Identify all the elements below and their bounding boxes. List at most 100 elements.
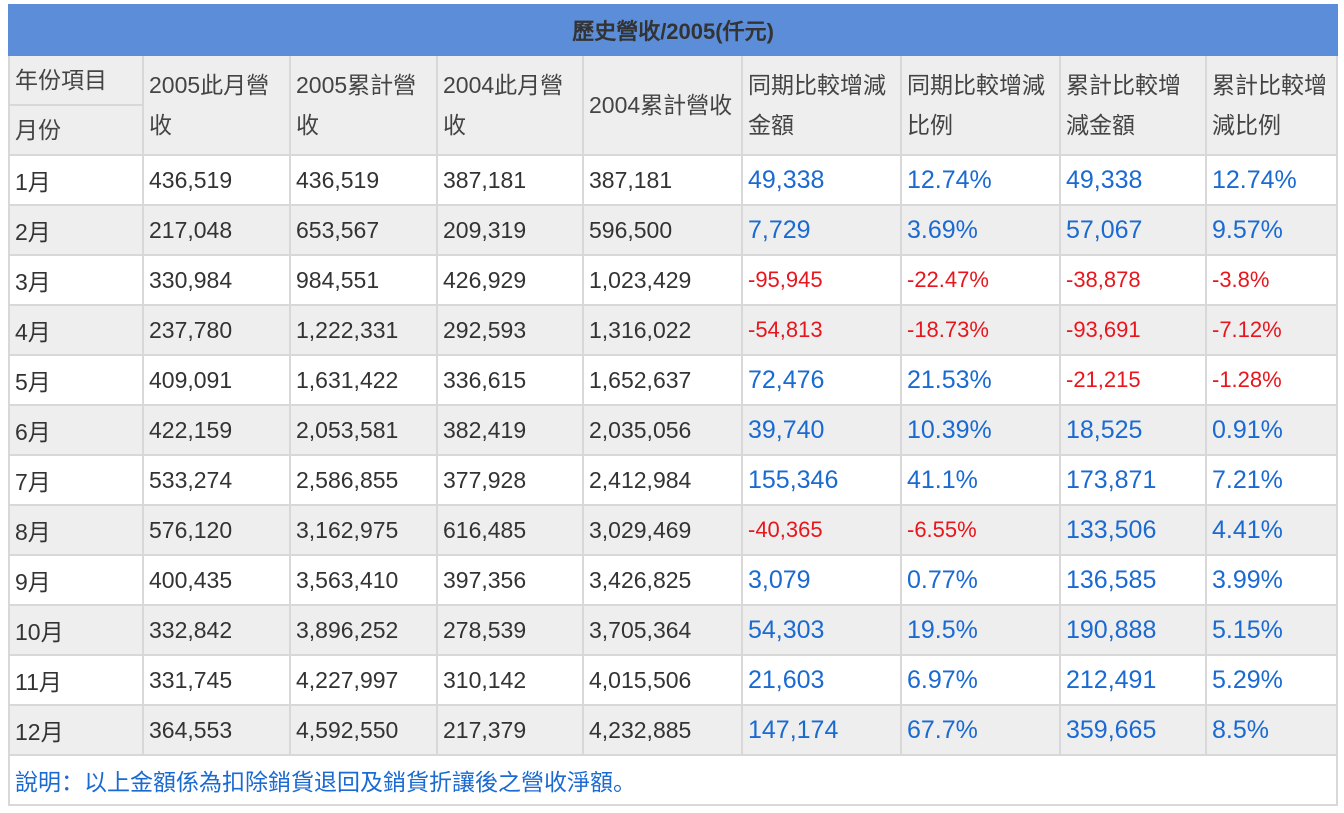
revenue-2004-month: 209,319 [436,204,584,256]
revenue-2004-cumulative: 1,316,022 [582,304,743,356]
cumulative-change-amount: 359,665 [1059,704,1207,756]
cumulative-change-ratio: 5.29% [1204,654,1339,706]
header-revenue-2004-cumulative: 2004累計營收 [582,54,743,156]
header-cumulative-change-ratio: 累計比較增減比例 [1204,54,1339,156]
revenue-2005-month: 422,159 [142,404,291,456]
yoy-change-ratio: 10.39% [900,404,1061,456]
yoy-change-amount: 3,079 [741,554,902,606]
revenue-2005-month: 364,553 [142,704,291,756]
cumulative-change-ratio: -7.12% [1204,304,1339,356]
header-row-sub: 月份 [8,104,1337,156]
revenue-2004-month: 217,379 [436,704,584,756]
yoy-change-amount: 72,476 [741,354,902,406]
cumulative-change-amount: 57,067 [1059,204,1207,256]
cumulative-change-amount: 136,585 [1059,554,1207,606]
cumulative-change-ratio: 0.91% [1204,404,1339,456]
header-revenue-2004-month: 2004此月營收 [436,54,584,156]
header-cumulative-change-amount: 累計比較增減金額 [1059,54,1207,156]
revenue-2005-month: 237,780 [142,304,291,356]
table-row: 12月 364,553 4,592,550 217,379 4,232,885 147,1… [8,704,1339,756]
revenue-2005-cumulative: 1,222,331 [289,304,438,356]
revenue-2005-cumulative: 2,586,855 [289,454,438,506]
month-label: 5月 [8,354,144,406]
cumulative-change-ratio: -1.28% [1204,354,1339,406]
revenue-2005-cumulative: 436,519 [289,154,438,206]
title-row: 歷史營收/2005(仟元) [7,4,1339,56]
revenue-2005-month: 400,435 [142,554,291,606]
header-year-item: 年份項目 [8,54,144,106]
month-label: 3月 [8,254,144,306]
month-label: 9月 [8,554,144,606]
revenue-2005-month: 409,091 [142,354,291,406]
table-body: 1月 436,519 436,519 387,181 387,181 49,338 12.7… [8,154,1339,756]
yoy-change-amount: -95,945 [741,254,902,306]
revenue-2004-month: 426,929 [436,254,584,306]
revenue-2004-cumulative: 4,232,885 [582,704,743,756]
revenue-2005-month: 332,842 [142,604,291,656]
revenue-2004-cumulative: 596,500 [582,204,743,256]
cumulative-change-amount: 49,338 [1059,154,1207,206]
cumulative-change-ratio: 12.74% [1204,154,1339,206]
yoy-change-amount: 21,603 [741,654,902,706]
yoy-change-amount: -40,365 [741,504,902,556]
month-label: 8月 [8,504,144,556]
yoy-change-ratio: 0.77% [900,554,1061,606]
month-label: 12月 [8,704,144,756]
revenue-2004-cumulative: 3,705,364 [582,604,743,656]
revenue-2005-month: 576,120 [142,504,291,556]
month-label: 2月 [8,204,144,256]
month-label: 4月 [8,304,144,356]
month-label: 11月 [8,654,144,706]
yoy-change-ratio: 67.7% [900,704,1061,756]
cumulative-change-amount: 173,871 [1059,454,1207,506]
yoy-change-ratio: 21.53% [900,354,1061,406]
table-row: 6月 422,159 2,053,581 382,419 2,035,056 39,740… [8,404,1339,456]
revenue-2004-month: 292,593 [436,304,584,356]
header-row: 年份項目 2005此月營收 2005累計營收 2004此月營收 2004累計營收… [8,54,1339,156]
table-row: 4月 237,780 1,222,331 292,593 1,316,022 -54,81… [8,304,1339,356]
revenue-2004-cumulative: 387,181 [582,154,743,206]
yoy-change-amount: 39,740 [741,404,902,456]
cumulative-change-ratio: 4.41% [1204,504,1339,556]
month-label: 6月 [8,404,144,456]
header-yoy-change-amount: 同期比較增減金額 [741,54,902,156]
revenue-2004-month: 382,419 [436,404,584,456]
yoy-change-ratio: -18.73% [900,304,1061,356]
revenue-2005-cumulative: 3,896,252 [289,604,438,656]
month-label: 7月 [8,454,144,506]
table-footer: 說明：以上金額係為扣除銷貨退回及銷貨折讓後之營收淨額。 [7,754,1339,806]
revenue-2004-month: 616,485 [436,504,584,556]
revenue-2004-month: 377,928 [436,454,584,506]
cumulative-change-amount: -93,691 [1059,304,1207,356]
table-row: 7月 533,274 2,586,855 377,928 2,412,984 155,34… [8,454,1339,506]
revenue-2004-cumulative: 1,652,637 [582,354,743,406]
header-revenue-2005-month: 2005此月營收 [142,54,291,156]
cumulative-change-ratio: 8.5% [1204,704,1339,756]
table-row: 3月 330,984 984,551 426,929 1,023,429 -95,945-… [8,254,1339,306]
header-month: 月份 [8,104,144,156]
header-yoy-change-ratio: 同期比較增減比例 [900,54,1061,156]
cumulative-change-ratio: -3.8% [1204,254,1339,306]
table-row: 10月 332,842 3,896,252 278,539 3,705,364 54,30… [8,604,1339,656]
yoy-change-amount: -54,813 [741,304,902,356]
table-row: 9月 400,435 3,563,410 397,356 3,426,825 3,079 0… [8,554,1339,606]
revenue-2005-cumulative: 3,162,975 [289,504,438,556]
month-label: 1月 [8,154,144,206]
revenue-2005-cumulative: 4,592,550 [289,704,438,756]
revenue-2005-cumulative: 3,563,410 [289,554,438,606]
note-row: 說明：以上金額係為扣除銷貨退回及銷貨折讓後之營收淨額。 [7,754,1339,806]
revenue-2005-cumulative: 2,053,581 [289,404,438,456]
revenue-2005-month: 533,274 [142,454,291,506]
yoy-change-amount: 49,338 [741,154,902,206]
revenue-2005-cumulative: 4,227,997 [289,654,438,706]
cumulative-change-amount: 212,491 [1059,654,1207,706]
yoy-change-amount: 155,346 [741,454,902,506]
cumulative-change-amount: -38,878 [1059,254,1207,306]
table-row: 1月 436,519 436,519 387,181 387,181 49,338 12.7… [8,154,1339,206]
yoy-change-ratio: 3.69% [900,204,1061,256]
cumulative-change-ratio: 7.21% [1204,454,1339,506]
revenue-2004-month: 278,539 [436,604,584,656]
yoy-change-ratio: 12.74% [900,154,1061,206]
table-title: 歷史營收/2005(仟元) [7,4,1339,56]
yoy-change-ratio: -22.47% [900,254,1061,306]
